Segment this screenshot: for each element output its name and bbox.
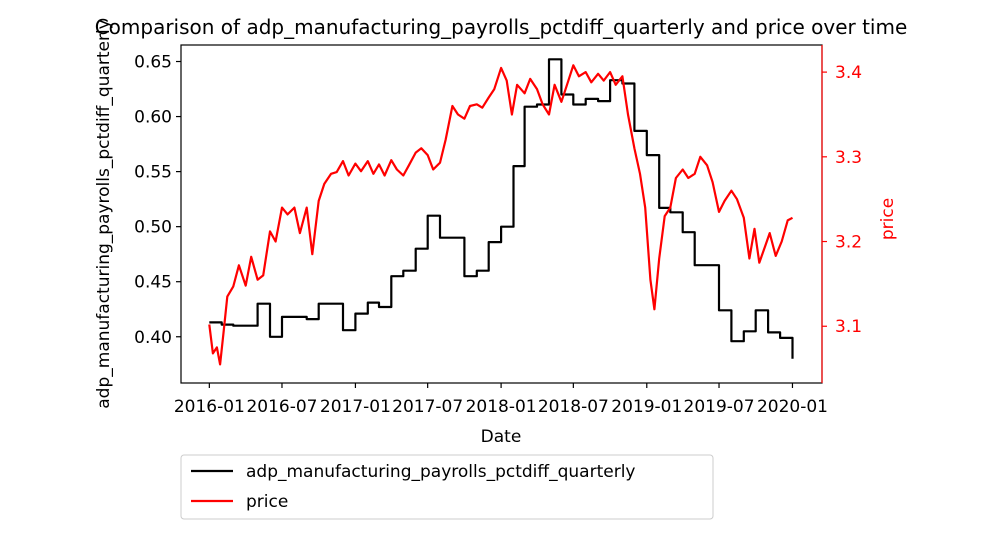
x-tick-label: 2016-01 [174,397,245,417]
y-right-tick-label: 3.3 [835,148,862,168]
y-left-tick-label: 0.60 [134,108,172,128]
y-left-tick-label: 0.55 [134,163,172,183]
x-axis: 2016-01 2016-07 2017-01 2017-07 2018-01 2018-… [174,383,828,417]
x-tick-label: 2017-07 [392,397,463,417]
x-tick-label: 2017-01 [320,397,391,417]
x-tick-label: 2018-01 [466,397,537,417]
x-tick-label: 2018-07 [538,397,609,417]
x-tick-label: 2019-01 [611,397,682,417]
x-tick-label: 2016-07 [246,397,317,417]
series-line-price [208,64,794,366]
y-left-tick-label: 0.65 [134,53,172,73]
x-axis-label: Date [481,427,522,447]
y-right-tick-label: 3.4 [835,63,862,83]
x-tick-label: 2020-01 [757,397,828,417]
y-left-tick-label: 0.45 [134,273,172,293]
series-layer [208,58,794,366]
series-line-adp [209,58,794,359]
x-tick-label: 2019-07 [684,397,755,417]
y-right-tick-label: 3.1 [835,317,862,337]
y-axis-right: 3.1 3.2 3.3 3.4 [822,63,862,337]
y-right-tick-label: 3.2 [835,233,862,253]
y-left-tick-label: 0.40 [134,328,172,348]
y-axis-right-label: price [878,198,898,240]
legend-frame [180,454,714,520]
chart-title: Comparison of adp_manufacturing_payrolls… [95,15,908,39]
y-axis-left: 0.40 0.45 0.50 0.55 0.60 0.65 [134,53,181,348]
legend-label-adp: adp_manufacturing_payrolls_pctdiff_quart… [246,462,635,482]
y-axis-left-label: adp_manufacturing_payrolls_pctdiff_quart… [94,19,114,408]
legend-label-price: price [246,492,288,512]
legend: adp_manufacturing_payrolls_pctdiff_quart… [180,454,714,520]
y-left-tick-label: 0.50 [134,218,172,238]
